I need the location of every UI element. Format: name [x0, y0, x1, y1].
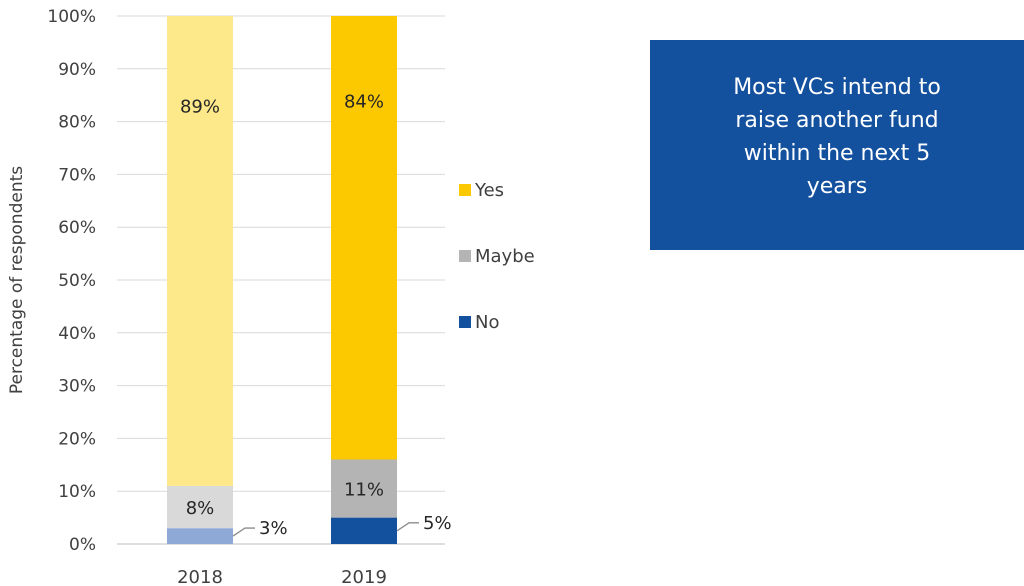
data-label: 84%	[344, 91, 384, 112]
callout-text: Most VCs intend to raise another fund wi…	[733, 75, 941, 199]
x-axis-ticks: 2018 2019	[177, 567, 387, 586]
bar-segment-yes-2018	[167, 16, 233, 486]
legend-swatch	[459, 250, 471, 262]
y-tick-label: 30%	[58, 377, 96, 397]
legend-swatch	[459, 316, 471, 328]
leader-line	[396, 522, 419, 532]
y-tick-label: 80%	[58, 113, 96, 133]
bar-segment-maybe-2018	[167, 485, 233, 529]
y-tick-label: 20%	[58, 429, 96, 449]
y-axis-ticks: 0% 10% 20% 30% 40% 50% 60% 70% 80% 90% 100%	[47, 7, 96, 555]
y-axis-title: Percentage of respondents	[7, 166, 27, 394]
legend-label: Yes	[474, 180, 504, 201]
legend-swatch	[459, 184, 471, 196]
y-tick-label: 100%	[47, 7, 96, 27]
bar-segment-yes-2019	[331, 16, 397, 460]
bar-segment-maybe-2019	[331, 459, 397, 518]
callout-box: Most VCs intend to raise another fund wi…	[650, 40, 1024, 250]
x-tick-label: 2018	[177, 567, 223, 586]
data-label: 5%	[423, 513, 452, 534]
leader-line	[232, 527, 255, 537]
data-labels: 3% 8% 89% 5% 11% 84%	[180, 91, 452, 539]
data-label: 11%	[344, 480, 384, 501]
x-tick-label: 2019	[341, 567, 387, 586]
legend: Yes Maybe No	[459, 180, 535, 333]
bars	[167, 16, 397, 544]
bar-segment-no-2019	[331, 517, 397, 544]
y-tick-label: 70%	[58, 165, 96, 185]
data-label: 3%	[259, 518, 288, 539]
y-tick-label: 10%	[58, 482, 96, 502]
legend-label: No	[475, 312, 499, 333]
y-tick-label: 50%	[58, 271, 96, 291]
y-tick-label: 0%	[69, 535, 96, 555]
data-label: 8%	[186, 498, 215, 519]
legend-label: Maybe	[475, 246, 535, 267]
y-tick-label: 60%	[58, 218, 96, 238]
y-tick-label: 90%	[58, 60, 96, 80]
bar-segment-no-2018	[167, 528, 233, 544]
y-tick-label: 40%	[58, 324, 96, 344]
data-label: 89%	[180, 96, 220, 117]
